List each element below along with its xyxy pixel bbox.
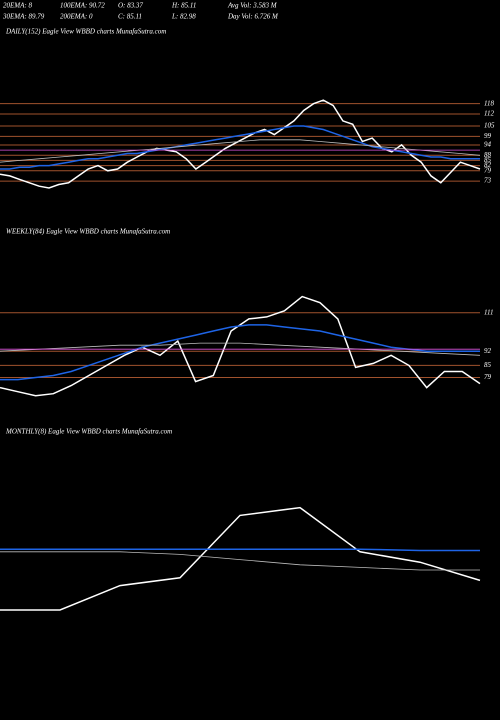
series-line — [0, 99, 481, 189]
y-tick-label: 82 — [484, 161, 492, 169]
header-stat: 30EMA: 89.79 — [2, 13, 45, 21]
header-stat: L: 82.98 — [171, 13, 196, 21]
series-line — [0, 324, 480, 381]
y-tick-label: 112 — [484, 110, 494, 118]
header-stat: C: 85.11 — [118, 13, 142, 21]
y-tick-label: 85 — [484, 361, 492, 369]
y-tick-label: 118 — [484, 99, 494, 107]
header-stat: 200EMA: 0 — [60, 13, 93, 21]
header-stat: Day Vol: 6.726 M — [227, 13, 279, 21]
series-line — [0, 342, 481, 356]
y-tick-label: 73 — [484, 177, 492, 185]
header-stat: H: 85.11 — [171, 2, 196, 10]
header-stat: 20EMA: 8 — [3, 2, 32, 10]
y-tick-label: 92 — [484, 347, 492, 355]
header-stat: O: 83.37 — [118, 2, 143, 10]
panel-title: DAILY(152) Eagle View WBBD charts Munafa… — [5, 28, 166, 36]
series-line — [0, 548, 480, 552]
y-tick-label: 79 — [484, 373, 492, 381]
series-line — [0, 295, 481, 397]
header-stat: 100EMA: 90.72 — [60, 2, 105, 10]
y-tick-label: 79 — [484, 166, 492, 174]
y-tick-label: 94 — [484, 141, 492, 149]
header-stat: Avg Vol: 3.583 M — [227, 2, 278, 10]
y-tick-label: 105 — [484, 122, 495, 130]
series-line — [0, 139, 481, 163]
series-line — [0, 506, 481, 611]
y-tick-label: 88 — [484, 151, 492, 159]
panel-title: MONTHLY(8) Eagle View WBBD charts Munafa… — [5, 428, 172, 436]
panel-title: WEEKLY(84) Eagle View WBBD charts Munafa… — [6, 228, 170, 236]
y-tick-label: 99 — [484, 132, 492, 140]
series-line — [0, 551, 480, 571]
series-line — [0, 125, 480, 170]
y-tick-label: 85 — [484, 156, 492, 164]
y-tick-label: 111 — [484, 308, 493, 316]
